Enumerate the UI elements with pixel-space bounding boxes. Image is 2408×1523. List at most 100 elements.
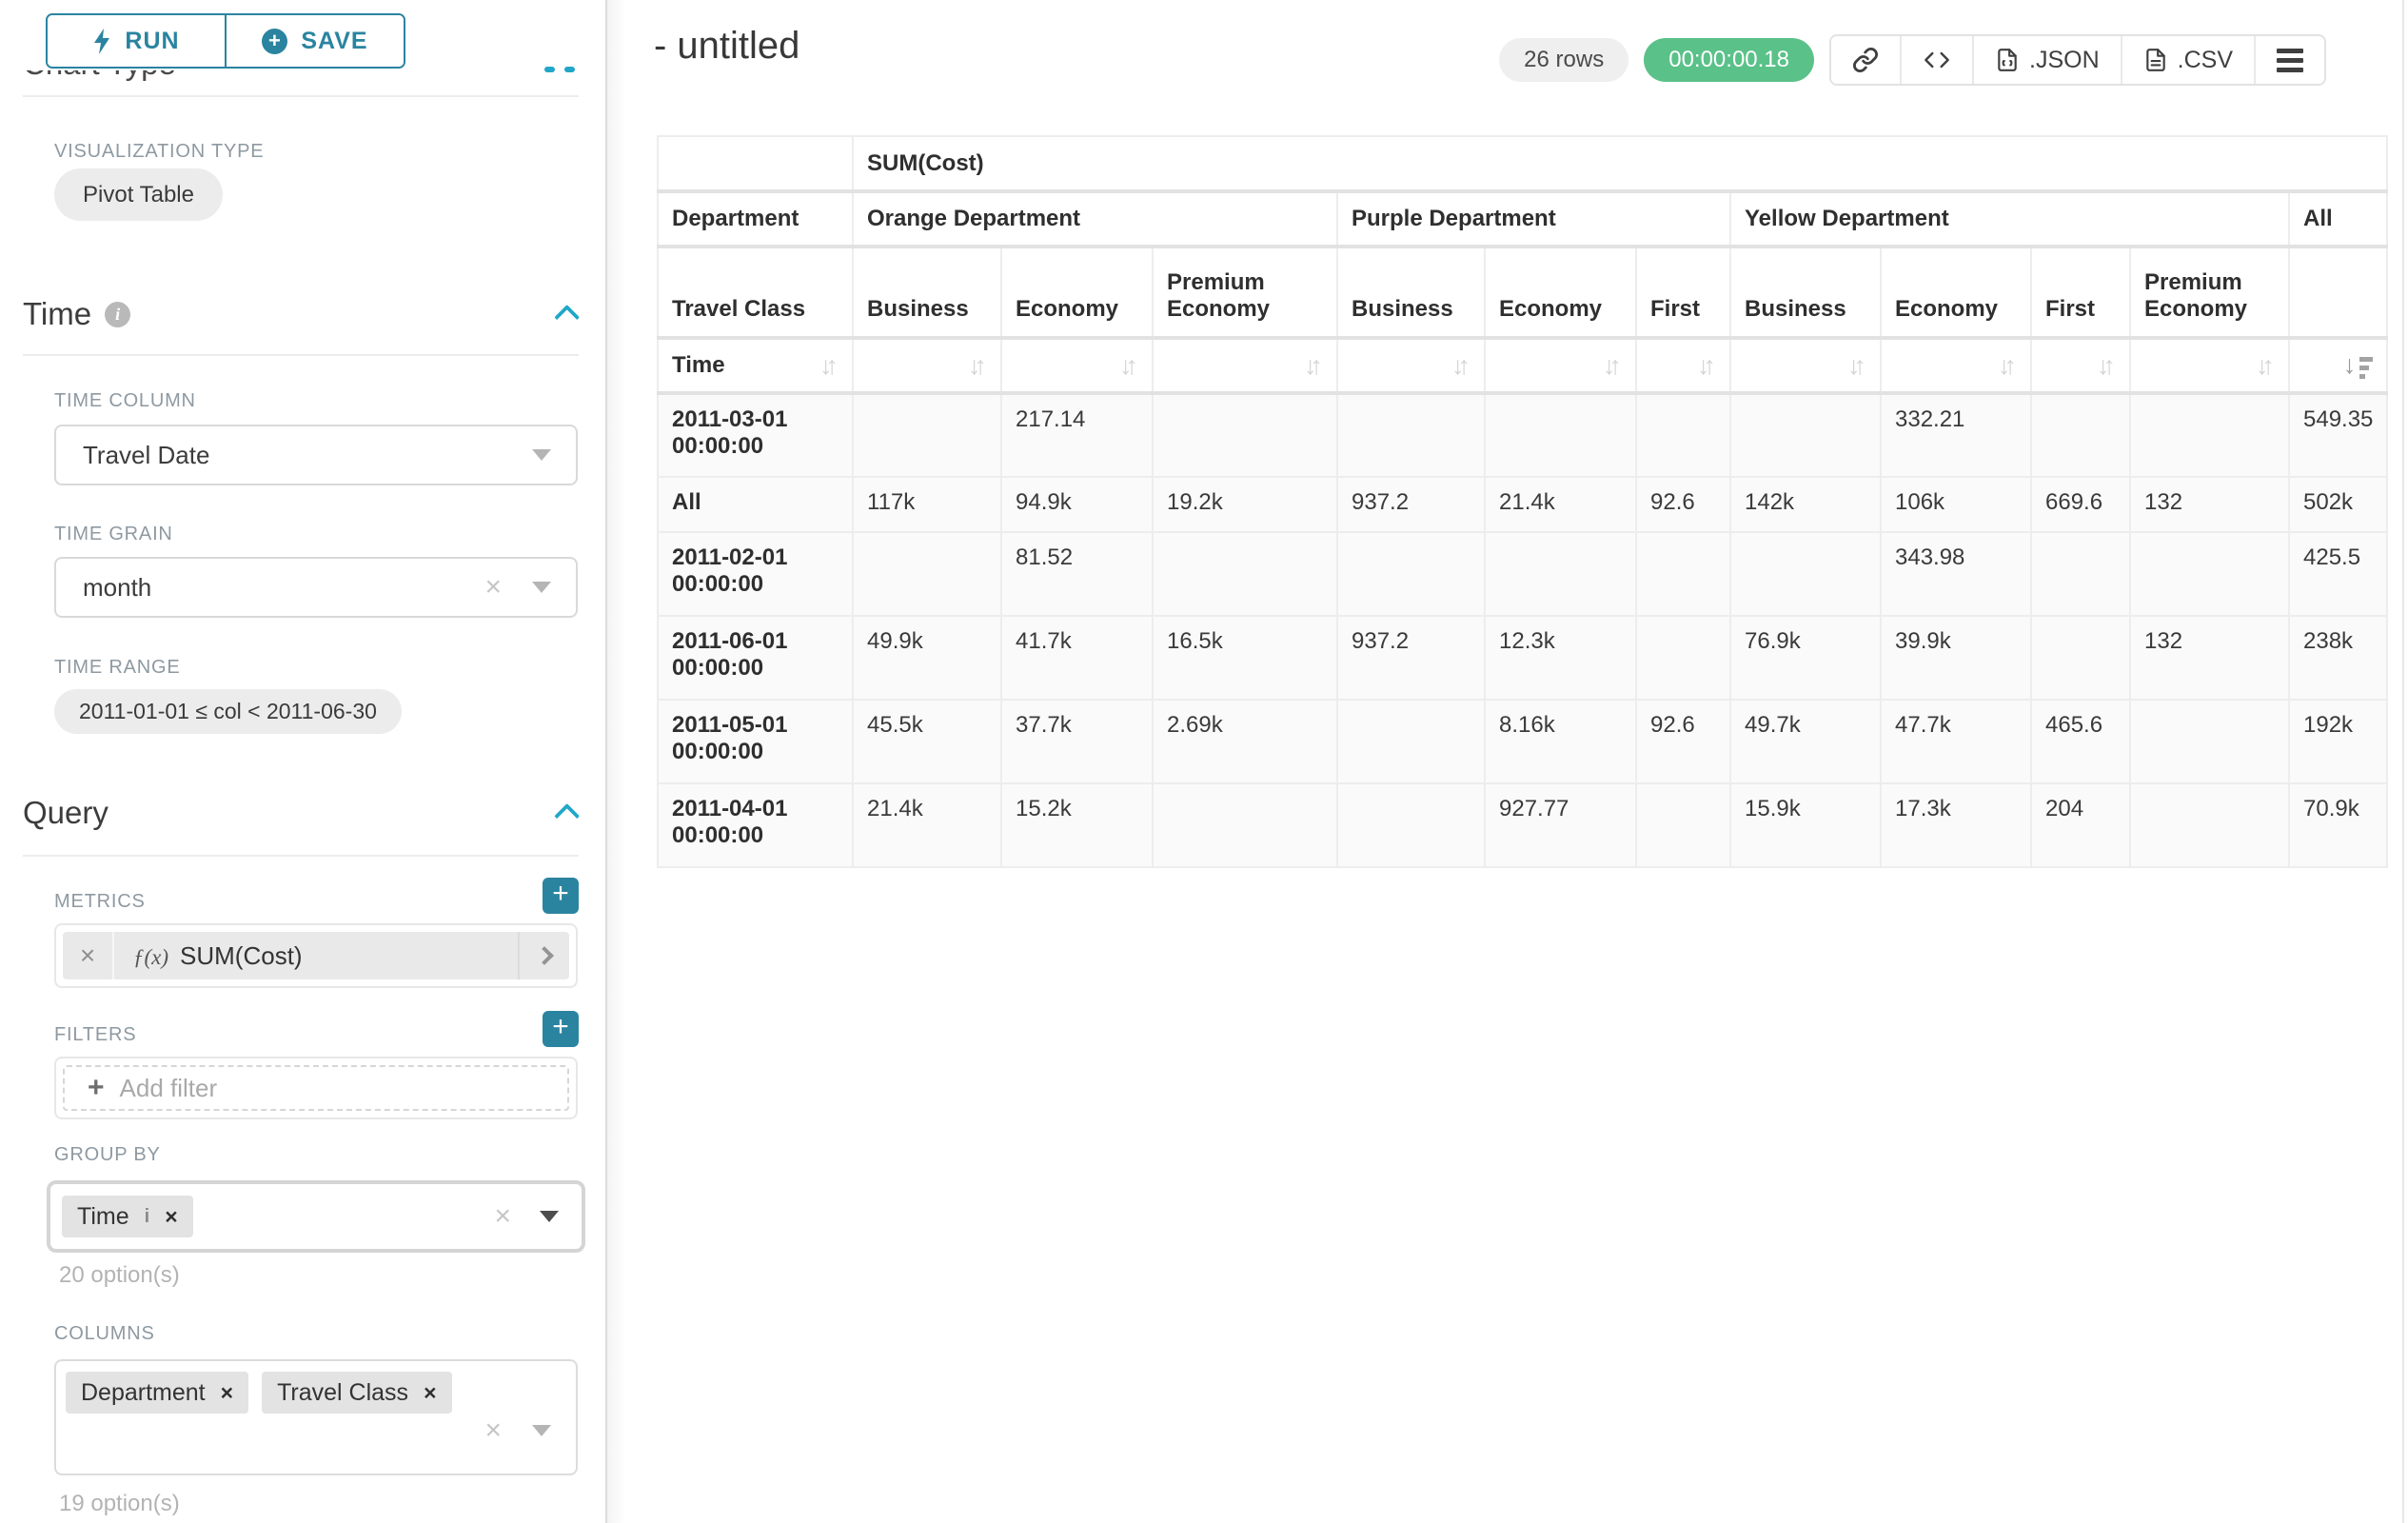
table-row: 2011-03-01 00:00:00 217.14 332.21 549.35 bbox=[657, 392, 2389, 478]
remove-chip-icon[interactable]: × bbox=[165, 1203, 178, 1229]
clear-icon[interactable]: × bbox=[484, 571, 502, 603]
value-cell bbox=[1729, 392, 1882, 478]
time-label: Time bbox=[672, 352, 725, 378]
metric-chip[interactable]: × ƒ(x) SUM(Cost) bbox=[63, 932, 569, 979]
remove-metric-icon[interactable]: × bbox=[63, 932, 114, 979]
pivot-table-container: SUM(Cost) Department Orange Department Purp… bbox=[657, 135, 2389, 868]
value-cell: 17.3k bbox=[1880, 782, 2032, 868]
row-label-cell: All bbox=[657, 476, 854, 533]
info-icon: i bbox=[105, 301, 131, 327]
time-grain-select[interactable]: month × bbox=[54, 557, 578, 618]
value-cell: 465.6 bbox=[2030, 699, 2131, 784]
metric-header-row: SUM(Cost) bbox=[657, 135, 2389, 193]
value-cell: 132 bbox=[2129, 476, 2290, 533]
link-icon bbox=[1853, 48, 1878, 72]
embed-code-button[interactable] bbox=[1900, 36, 1973, 84]
value-cell bbox=[1635, 782, 1731, 868]
clear-icon[interactable]: × bbox=[494, 1200, 511, 1232]
columns-label: COLUMNS bbox=[54, 1323, 155, 1344]
query-section-header: Query bbox=[23, 792, 581, 834]
hamburger-icon bbox=[2277, 48, 2303, 72]
time-column-select[interactable]: Travel Date bbox=[54, 425, 578, 485]
column-sort-header[interactable]: ↓↑ bbox=[1336, 337, 1486, 395]
clipped-edit-icon[interactable] bbox=[544, 67, 555, 72]
sort-icon: ↓↑ bbox=[1697, 350, 1716, 380]
remove-chip-icon[interactable]: × bbox=[424, 1379, 437, 1405]
lightning-icon bbox=[94, 28, 110, 54]
remove-chip-icon[interactable]: × bbox=[220, 1379, 234, 1405]
save-button[interactable]: + SAVE bbox=[227, 15, 404, 67]
time-sort-header[interactable]: Time ↓↑ bbox=[657, 337, 854, 395]
sort-icon: ↓↑ bbox=[1998, 350, 2017, 380]
export-json-button[interactable]: .JSON bbox=[1972, 36, 2121, 84]
value-cell: 2.69k bbox=[1152, 699, 1338, 784]
groupby-select[interactable]: Time i × × bbox=[47, 1180, 585, 1253]
value-cell: 15.9k bbox=[1729, 782, 1882, 868]
value-cell: 49.7k bbox=[1729, 699, 1882, 784]
value-cell: 81.52 bbox=[1000, 531, 1154, 617]
expand-metric-button[interactable] bbox=[518, 932, 569, 979]
clipped-info-icon[interactable] bbox=[564, 67, 575, 72]
plus-circle-icon: + bbox=[262, 28, 288, 54]
columns-chip-department[interactable]: Department × bbox=[66, 1372, 249, 1414]
filters-label: FILTERS bbox=[54, 1024, 137, 1045]
time-range-pill[interactable]: 2011-01-01 ≤ col < 2011-06-30 bbox=[54, 689, 402, 734]
group-header-orange-department: Orange Department bbox=[852, 190, 1338, 248]
column-sort-header[interactable]: ↓↑ bbox=[2129, 337, 2290, 395]
add-filter-dropzone[interactable]: + Add filter bbox=[63, 1065, 569, 1111]
columns-chip-travel-class[interactable]: Travel Class × bbox=[262, 1372, 452, 1414]
add-filter-plus-button[interactable]: + bbox=[543, 1011, 579, 1047]
columns-select[interactable]: Department × Travel Class × × bbox=[54, 1359, 578, 1475]
columns-option-count: 19 option(s) bbox=[59, 1491, 180, 1516]
add-metric-button[interactable]: + bbox=[543, 878, 579, 914]
travel-class-row: Travel Class Business Economy Premium Econo… bbox=[657, 246, 2389, 340]
value-cell bbox=[2129, 392, 2290, 478]
sort-icon: ↓↑ bbox=[968, 350, 987, 380]
query-section-title: Query bbox=[23, 795, 109, 830]
chevron-up-icon[interactable] bbox=[554, 304, 581, 330]
time-section-title: Time bbox=[23, 296, 92, 331]
copy-link-button[interactable] bbox=[1831, 36, 1901, 84]
value-cell: 70.9k bbox=[2287, 782, 2389, 868]
visualization-type-pill[interactable]: Pivot Table bbox=[54, 168, 223, 221]
column-sort-header[interactable]: ↓↑ bbox=[2030, 337, 2131, 395]
value-cell: 49.9k bbox=[852, 615, 1002, 701]
run-save-button-bar: RUN + SAVE bbox=[46, 13, 405, 69]
menu-button[interactable] bbox=[2254, 36, 2324, 84]
value-cell bbox=[2129, 531, 2290, 617]
value-cell: 549.35 bbox=[2287, 392, 2389, 478]
column-sort-header[interactable]: ↓↑ bbox=[1880, 337, 2032, 395]
row-label-cell: 2011-05-01 00:00:00 bbox=[657, 699, 854, 784]
value-cell bbox=[1484, 531, 1637, 617]
divider bbox=[23, 95, 579, 97]
chart-title[interactable]: - untitled bbox=[654, 25, 800, 67]
corner-cell bbox=[657, 135, 854, 193]
value-cell bbox=[2129, 699, 2290, 784]
groupby-chip-time[interactable]: Time i × bbox=[62, 1196, 193, 1237]
time-section-header: Time i bbox=[23, 293, 581, 335]
column-sort-header[interactable]: ↓↑ bbox=[1000, 337, 1154, 395]
run-button[interactable]: RUN bbox=[48, 15, 227, 67]
value-cell bbox=[1635, 615, 1731, 701]
value-cell: 669.6 bbox=[2030, 476, 2131, 533]
column-sort-header[interactable]: ↓↑ bbox=[1635, 337, 1731, 395]
travel-class-header: Economy bbox=[1484, 246, 1637, 340]
value-cell: 39.9k bbox=[1880, 615, 2032, 701]
travel-class-header: Premium Economy bbox=[1152, 246, 1338, 340]
scrollbar-track[interactable] bbox=[2402, 0, 2404, 1523]
table-row: 2011-04-01 00:00:00 21.4k 15.2k 927.77 15.9k… bbox=[657, 782, 2389, 868]
column-sort-header[interactable]: ↓↑ bbox=[1484, 337, 1637, 395]
column-sort-header[interactable]: ↓↑ bbox=[1152, 337, 1338, 395]
export-button-group: .JSON .CSV bbox=[1829, 34, 2326, 86]
chevron-up-icon[interactable] bbox=[554, 802, 581, 829]
column-sort-header[interactable]: ↓ bbox=[2287, 337, 2389, 395]
sort-desc-active-icon: ↓ bbox=[2343, 352, 2374, 379]
clear-icon[interactable]: × bbox=[484, 1414, 502, 1446]
value-cell bbox=[852, 392, 1002, 478]
column-sort-header[interactable]: ↓↑ bbox=[1729, 337, 1882, 395]
table-row: 2011-06-01 00:00:00 49.9k 41.7k 16.5k 937.2 1… bbox=[657, 615, 2389, 701]
column-sort-header[interactable]: ↓↑ bbox=[852, 337, 1002, 395]
column-group-row: Department Orange Department Purple Depart… bbox=[657, 190, 2389, 248]
value-cell bbox=[1152, 392, 1338, 478]
export-csv-button[interactable]: .CSV bbox=[2120, 36, 2254, 84]
